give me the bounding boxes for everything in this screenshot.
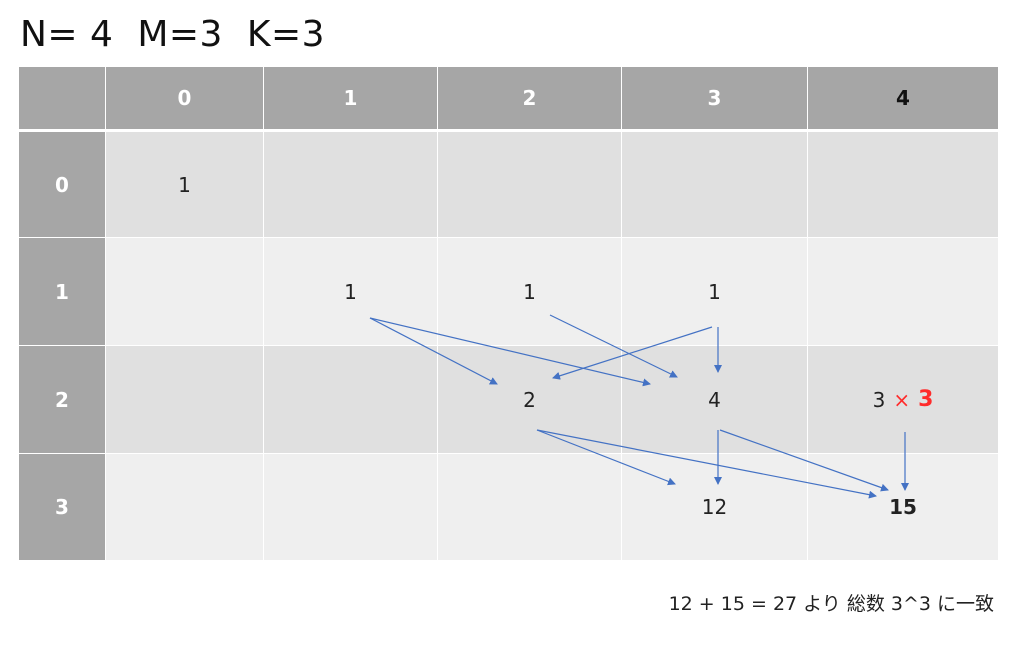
cell-0-1 [264,132,438,238]
row-header-3: 3 [19,454,106,561]
row-header-2: 2 [19,346,106,454]
col-header-0: 0 [106,67,264,132]
cell-0-0: 1 [106,132,264,238]
cell-1-3: 1 [622,238,808,346]
col-header-4: 4 [808,67,999,132]
page-title: N= 4 M=3 K=3 [20,14,326,55]
cell-2-4: 3 × 3 [808,346,999,454]
cell-1-2: 1 [438,238,622,346]
cell-2-3: 4 [622,346,808,454]
cell-3-4: 15 [808,454,999,561]
cell-0-4 [808,132,999,238]
cell-1-4 [808,238,999,346]
col-header-2: 2 [438,67,622,132]
special-factor: 3 [918,387,934,412]
cell-1-0 [106,238,264,346]
cell-2-1 [264,346,438,454]
cell-0-2 [438,132,622,238]
col-header-3: 3 [622,67,808,132]
row-header-0: 0 [19,132,106,238]
row-header-1: 1 [19,238,106,346]
cell-3-1 [264,454,438,561]
times-sign: × [893,387,911,412]
cell-3-2 [438,454,622,561]
col-header-1: 1 [264,67,438,132]
dp-table: 0 1 2 3 4 0 1 1 1 1 1 2 2 4 3 × 3 3 12 1… [19,67,999,564]
cell-3-0 [106,454,264,561]
cell-2-2: 2 [438,346,622,454]
special-value: 3 [872,387,886,412]
summary-note: 12 + 15 = 27 より 総数 3^3 に一致 [668,593,994,615]
cell-2-0 [106,346,264,454]
cell-1-1: 1 [264,238,438,346]
cell-3-3: 12 [622,454,808,561]
cell-0-3 [622,132,808,238]
corner-cell [19,67,106,132]
